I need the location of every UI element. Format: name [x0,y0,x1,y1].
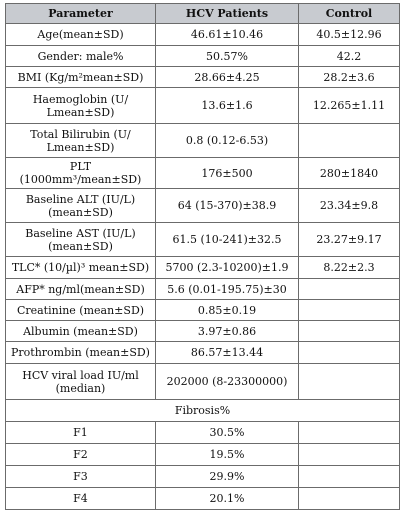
hcv-value-cell: 86.57±13.44 [155,341,299,364]
parameter-cell: Creatinine (mean±SD) [5,299,156,321]
hcv-value-cell: 46.61±10.46 [155,23,299,46]
control-value-cell [298,299,400,321]
fibrosis-stage-cell: F1 [5,421,156,444]
table-row: Baseline ALT (IU/L) (mean±SD) 64 (15-370)±… [5,188,400,223]
control-value-cell: 12.265±1.11 [298,87,400,124]
control-value-cell: 23.34±9.8 [298,188,400,223]
parameter-cell: Albumin (mean±SD) [5,320,156,342]
fibrosis-empty-cell [298,487,400,510]
fibrosis-value-cell: 30.5% [155,421,299,444]
parameter-cell: Haemoglobin (U/Lmean±SD) [5,87,156,124]
fibrosis-empty-cell [298,421,400,444]
header-hcv-patients: HCV Patients [155,3,299,24]
hcv-value-cell: 28.66±4.25 [155,66,299,88]
fibrosis-section-title: Fibrosis% [5,399,400,422]
parameter-cell: HCV viral load IU/ml (median) [5,363,156,400]
table-row: TLC* (10/µl)³ mean±SD) 5700 (2.3-10200)±1… [5,256,400,279]
control-value-cell [298,278,400,300]
hcv-value-cell: 176±500 [155,157,299,189]
fibrosis-value-cell: 20.1% [155,487,299,510]
fibrosis-stage-cell: F4 [5,487,156,510]
fibrosis-row: F3 29.9% [5,465,400,488]
fibrosis-stage-cell: F2 [5,443,156,466]
results-table: Parameter HCV Patients Control Age(mean±… [5,3,400,510]
table-row: BMI (Kg/m²mean±SD) 28.66±4.25 28.2±3.6 [5,66,400,88]
header-row: Parameter HCV Patients Control [5,3,400,24]
fibrosis-row: F2 19.5% [5,443,400,466]
table-row: Total Bilirubin (U/Lmean±SD) 0.8 (0.12-6.… [5,123,400,158]
parameter-cell: PLT (1000mm³/mean±SD) [5,157,156,189]
hcv-value-cell: 50.57% [155,45,299,67]
control-value-cell: 40.5±12.96 [298,23,400,46]
hcv-value-cell: 5.6 (0.01-195.75)±30 [155,278,299,300]
control-value-cell: 28.2±3.6 [298,66,400,88]
table-row: Albumin (mean±SD) 3.97±0.86 [5,320,400,342]
parameter-cell: Age(mean±SD) [5,23,156,46]
table-row: Baseline AST (IU/L) (mean±SD) 61.5 (10-241… [5,222,400,257]
table-row: Creatinine (mean±SD) 0.85±0.19 [5,299,400,321]
hcv-value-cell: 13.6±1.6 [155,87,299,124]
hcv-value-cell: 64 (15-370)±38.9 [155,188,299,223]
table-row: HCV viral load IU/ml (median) 202000 (8-23… [5,363,400,400]
table-body: Age(mean±SD) 46.61±10.46 40.5±12.96 Gender:… [5,23,400,400]
parameter-cell: Total Bilirubin (U/Lmean±SD) [5,123,156,158]
control-value-cell: 8.22±2.3 [298,256,400,279]
parameter-cell: TLC* (10/µl)³ mean±SD) [5,256,156,279]
parameter-cell: Prothrombin (mean±SD) [5,341,156,364]
fibrosis-value-cell: 29.9% [155,465,299,488]
table-row: Age(mean±SD) 46.61±10.46 40.5±12.96 [5,23,400,46]
parameter-cell: BMI (Kg/m²mean±SD) [5,66,156,88]
fibrosis-body: Fibrosis% F1 30.5% F2 19.5% F3 29.9% F4 20.1% [5,399,400,510]
parameter-cell: Baseline ALT (IU/L) (mean±SD) [5,188,156,223]
control-value-cell: 280±1840 [298,157,400,189]
hcv-value-cell: 0.85±0.19 [155,299,299,321]
fibrosis-row: F1 30.5% [5,421,400,444]
control-value-cell [298,320,400,342]
table-row: PLT (1000mm³/mean±SD) 176±500 280±1840 [5,157,400,189]
control-value-cell: 23.27±9.17 [298,222,400,257]
hcv-value-cell: 3.97±0.86 [155,320,299,342]
parameter-cell: Gender: male% [5,45,156,67]
fibrosis-value-cell: 19.5% [155,443,299,466]
header-control: Control [298,3,400,24]
fibrosis-empty-cell [298,465,400,488]
table-row: Prothrombin (mean±SD) 86.57±13.44 [5,341,400,364]
table-row: AFP* ng/ml(mean±SD) 5.6 (0.01-195.75)±30 [5,278,400,300]
control-value-cell [298,123,400,158]
parameter-cell: Baseline AST (IU/L) (mean±SD) [5,222,156,257]
fibrosis-empty-cell [298,443,400,466]
table-row: Haemoglobin (U/Lmean±SD) 13.6±1.6 12.265±1… [5,87,400,124]
table-row: Gender: male% 50.57% 42.2 [5,45,400,67]
control-value-cell: 42.2 [298,45,400,67]
header-parameter: Parameter [5,3,156,24]
hcv-value-cell: 0.8 (0.12-6.53) [155,123,299,158]
hcv-value-cell: 5700 (2.3-10200)±1.9 [155,256,299,279]
control-value-cell [298,363,400,400]
fibrosis-row: F4 20.1% [5,487,400,510]
control-value-cell [298,341,400,364]
hcv-value-cell: 202000 (8-23300000) [155,363,299,400]
fibrosis-stage-cell: F3 [5,465,156,488]
section-title-row: Fibrosis% [5,399,400,422]
hcv-value-cell: 61.5 (10-241)±32.5 [155,222,299,257]
parameter-cell: AFP* ng/ml(mean±SD) [5,278,156,300]
